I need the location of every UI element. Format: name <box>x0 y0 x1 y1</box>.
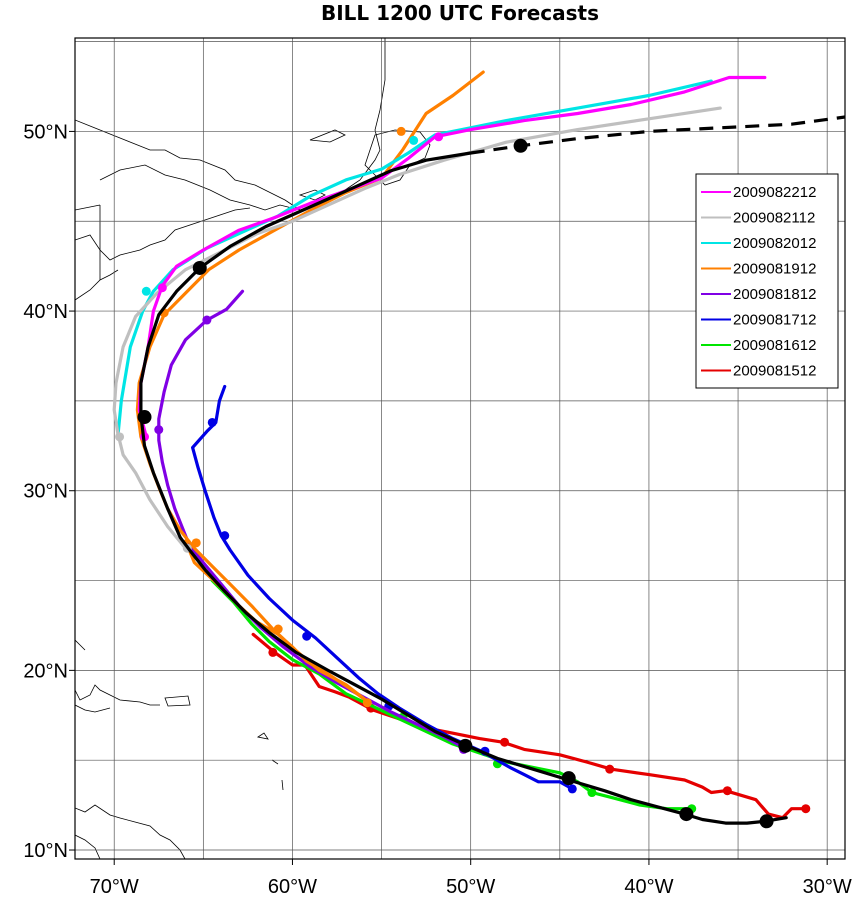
chart-title: BILL 1200 UTC Forecasts <box>321 1 599 25</box>
legend-entry: 2009081512 <box>701 363 816 380</box>
lat-tick-label: 10°N <box>23 840 68 862</box>
best-track-position-marker <box>759 814 774 829</box>
axis-ticks: 70°W 60°W 50°W 40°W 30°W 10°N 20°N 30°N 40°N 50°N <box>23 121 852 898</box>
forecast-position-marker <box>722 786 732 796</box>
legend-label: 2009081612 <box>733 337 816 354</box>
forecast-position-marker <box>434 132 444 142</box>
forecast-track-line <box>135 70 485 705</box>
forecast-track-line <box>191 384 574 791</box>
lon-tick-label: 50°W <box>446 876 495 898</box>
forecast-track-2009082012 <box>116 79 713 439</box>
best-track-position-marker <box>458 738 473 753</box>
lat-tick-label: 50°N <box>23 121 68 143</box>
best-track-position-marker <box>561 771 576 786</box>
legend-entry: 2009082212 <box>701 184 816 201</box>
forecast-position-marker <box>207 417 217 427</box>
forecast-track-2009082212 <box>137 75 767 442</box>
lat-tick-label: 20°N <box>23 660 68 682</box>
forecast-track-line <box>112 106 722 550</box>
forecast-track-2009081812 <box>154 289 469 754</box>
lon-tick-label: 70°W <box>90 876 139 898</box>
legend-label: 2009081512 <box>733 363 816 380</box>
lon-tick-label: 30°W <box>803 876 852 898</box>
forecast-track-2009081612 <box>210 578 697 814</box>
forecast-position-marker <box>115 432 125 442</box>
lat-tick-label: 30°N <box>23 481 68 503</box>
legend-entry: 2009082012 <box>701 235 816 252</box>
forecast-track-line <box>251 632 808 820</box>
forecast-track-line <box>157 289 469 752</box>
legend-label: 2009082212 <box>733 184 816 201</box>
best-track-position-marker <box>137 410 152 425</box>
legend-box <box>695 173 839 389</box>
forecast-position-marker <box>154 425 164 435</box>
forecast-position-marker <box>567 784 577 794</box>
forecast-position-marker <box>409 135 419 145</box>
forecast-position-marker <box>157 283 167 293</box>
best-track <box>137 115 845 829</box>
forecast-position-marker <box>500 737 510 747</box>
best-track-line <box>139 151 788 825</box>
forecast-position-marker <box>801 804 811 814</box>
lat-tick-label: 40°N <box>23 301 68 323</box>
legend-label: 2009081712 <box>733 312 816 329</box>
forecast-track-line <box>137 75 767 439</box>
forecast-position-marker <box>302 631 312 641</box>
forecast-position-marker <box>362 698 372 708</box>
forecast-position-marker <box>605 764 615 774</box>
legend-label: 2009081912 <box>733 261 816 278</box>
forecast-track-2009081512 <box>251 632 811 820</box>
forecast-position-marker <box>587 788 597 798</box>
legend-label: 2009081812 <box>733 286 816 303</box>
best-track-position-marker <box>513 138 528 153</box>
forecast-position-marker <box>202 315 212 325</box>
lon-tick-label: 60°W <box>268 876 317 898</box>
forecast-tracks <box>112 70 845 829</box>
plot-frame <box>74 37 846 860</box>
forecast-track-2009081912 <box>135 70 485 708</box>
legend-entry: 2009081912 <box>701 261 816 278</box>
forecast-track-line <box>210 578 694 811</box>
legend: 2009082212 2009082112 2009082012 2009081912… <box>695 173 839 389</box>
forecast-track-line <box>116 79 713 439</box>
forecast-position-marker <box>220 531 230 541</box>
forecast-position-marker <box>141 286 151 296</box>
forecast-position-marker <box>191 538 201 548</box>
best-track-position-marker <box>192 260 207 275</box>
legend-label: 2009082012 <box>733 235 816 252</box>
legend-entry: 2009081612 <box>701 337 816 354</box>
lon-tick-label: 40°W <box>624 876 673 898</box>
legend-entry: 2009082112 <box>701 210 815 227</box>
legend-label: 2009082112 <box>733 210 815 227</box>
forecast-position-marker <box>268 647 278 657</box>
legend-entry: 2009081712 <box>701 312 816 329</box>
coastlines <box>75 38 431 859</box>
forecast-position-marker <box>396 126 406 136</box>
legend-entry: 2009081812 <box>701 286 816 303</box>
forecast-track-2009081712 <box>191 384 577 794</box>
best-track-position-marker <box>679 807 694 822</box>
forecast-position-marker <box>273 624 283 634</box>
